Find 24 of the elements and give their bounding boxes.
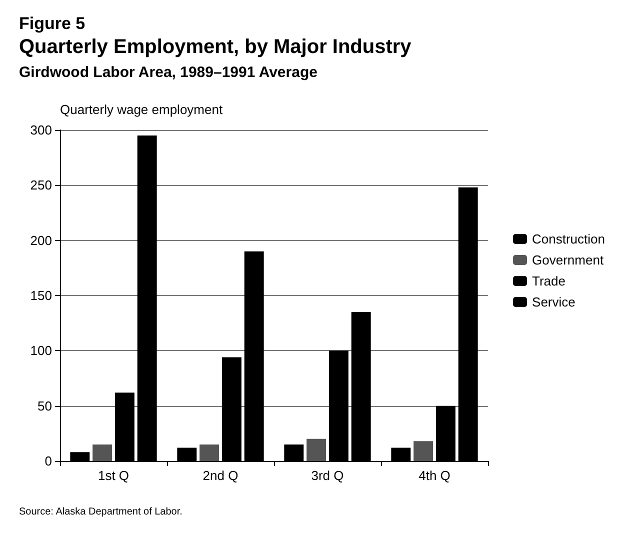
- legend-label: Trade: [532, 274, 566, 288]
- x-tick-label: 3rd Q: [311, 468, 344, 483]
- text: Girdwood Labor Area, 1989–1991 Average: [19, 64, 318, 81]
- bar: [306, 438, 326, 461]
- legend-label: Construction: [532, 232, 606, 246]
- bar: [92, 444, 112, 461]
- y-tick-label: 100: [30, 343, 52, 358]
- y-tick-label: 150: [30, 288, 52, 303]
- legend-label: Government: [532, 252, 604, 268]
- bar: [200, 444, 220, 461]
- bar: [414, 441, 434, 461]
- y-tick-label: 50: [38, 398, 52, 414]
- chart-subtitle: Quarterly Employment, by Major Industry: [19, 36, 412, 58]
- y-tick-label: 250: [30, 178, 52, 193]
- x-tick-label: 4th Q: [418, 468, 450, 483]
- legend-label: Service: [532, 294, 576, 310]
- x-tick-label: 1st Q: [98, 468, 130, 483]
- x-tick-label: 2nd Q: [202, 468, 238, 483]
- y-tick-label: 300: [30, 122, 52, 138]
- y-axis-title: Quarterly wage employment: [60, 102, 223, 117]
- source-note: Source: Alaska Department of Labor.: [19, 506, 182, 518]
- chart-title: Figure 5: [19, 14, 86, 33]
- y-tick-label: 0: [44, 454, 52, 468]
- y-tick-label: 200: [30, 232, 52, 248]
